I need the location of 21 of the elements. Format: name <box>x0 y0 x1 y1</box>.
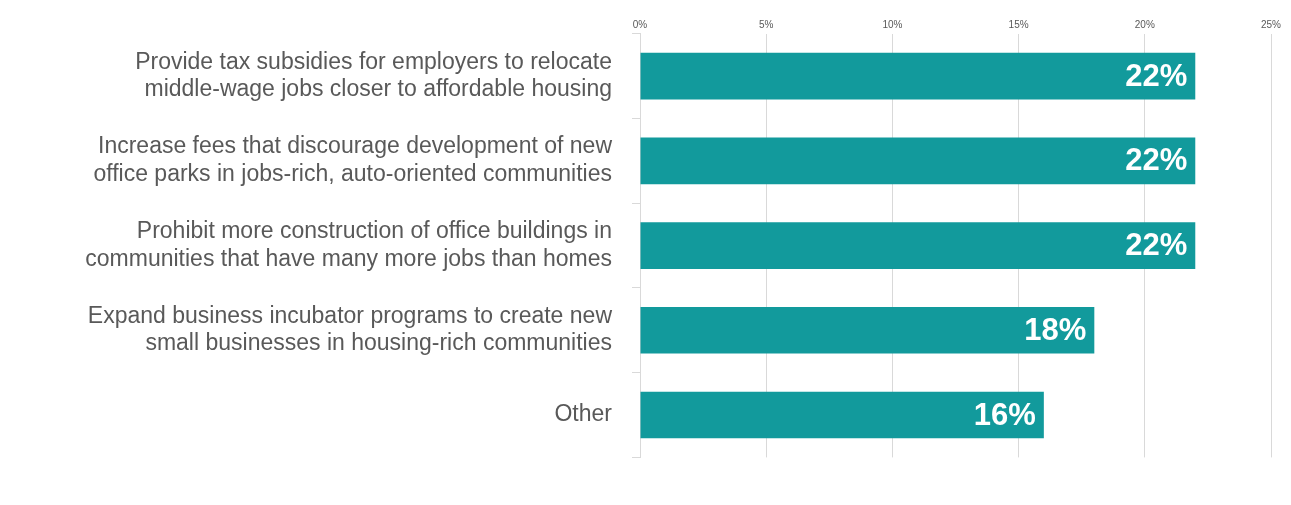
y-tick-label: Other <box>554 400 613 427</box>
bar <box>640 137 1196 185</box>
data-label: 22% <box>1125 57 1188 93</box>
y-tick-label: Expand business incubator programs to create new small businesses in housing-rich communities <box>87 301 613 356</box>
bar <box>640 52 1196 100</box>
x-tick-label: 20% <box>1134 18 1155 30</box>
data-label: 16% <box>973 396 1036 432</box>
x-tick-label: 15% <box>1008 18 1029 30</box>
bar <box>640 391 1044 439</box>
x-tick-label: 0% <box>632 18 648 30</box>
bar <box>640 222 1196 269</box>
data-label: 18% <box>1024 311 1087 347</box>
y-tick-label: Provide tax subsidies for employers to relocate middle-wage jobs closer to affordable housing <box>135 47 612 102</box>
y-tick-label: Increase fees that discourage development of new office parks in jobs-rich, auto-oriented communities <box>93 132 613 187</box>
y-tick-label: Prohibit more construction of office buildings in communities that have many more jobs than homes <box>85 217 612 271</box>
x-tick-label: 25% <box>1260 18 1282 30</box>
bar <box>640 307 1095 354</box>
data-label: 22% <box>1125 227 1188 263</box>
data-label: 22% <box>1125 142 1188 178</box>
x-tick-label: 10% <box>882 18 903 30</box>
x-tick-label: 5% <box>758 18 774 30</box>
